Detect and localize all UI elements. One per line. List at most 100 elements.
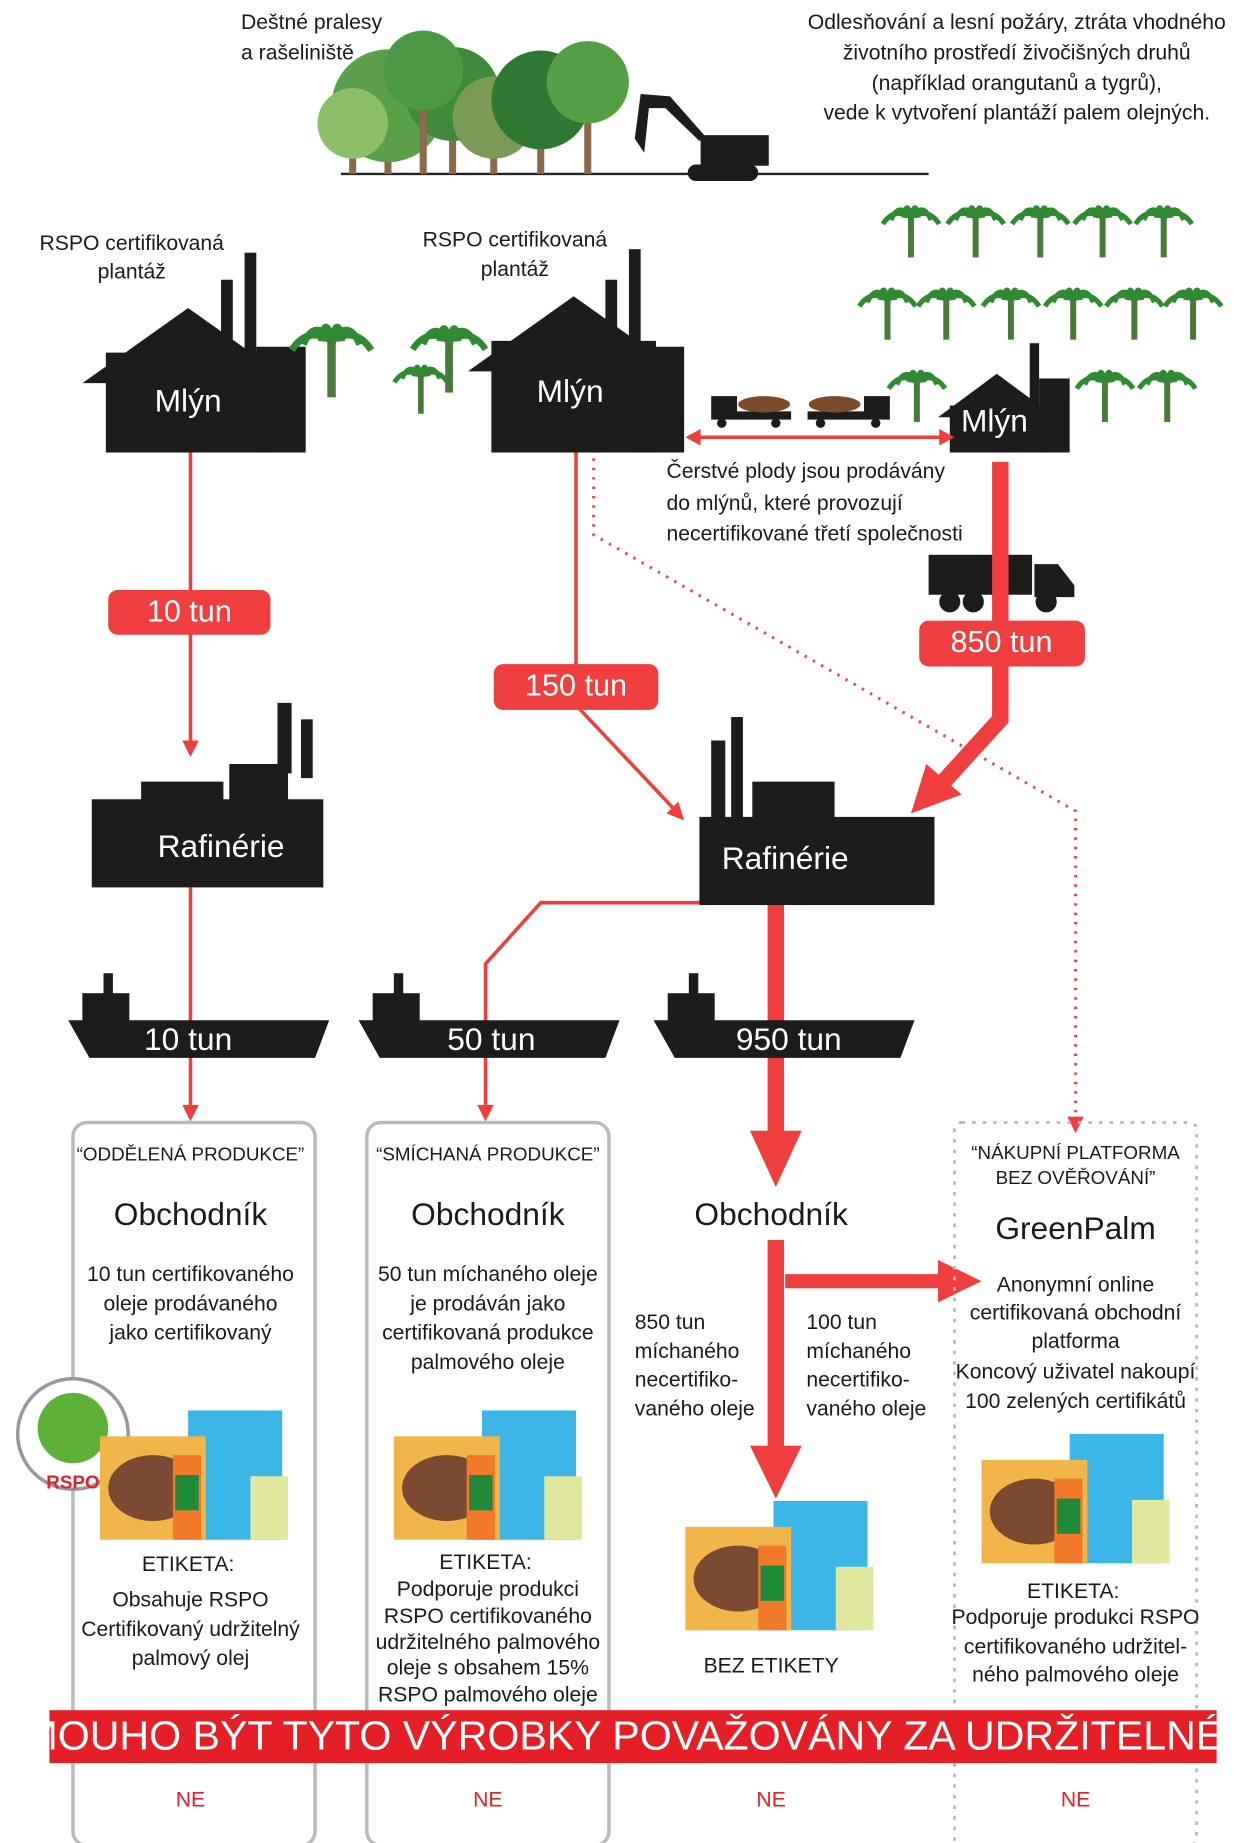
caption: (například orangutanů a tygrů),	[872, 72, 1162, 95]
palm-trunk	[1131, 299, 1138, 340]
column-description: jako certifikovaný	[108, 1322, 272, 1345]
palm-leaf	[909, 210, 942, 226]
label-text: udržitelného palmového	[376, 1631, 600, 1654]
label-heading: ETIKETA:	[1027, 1580, 1119, 1603]
texts: Deštné pralesy a rašeliniště Odlesňování…	[23, 11, 1239, 1758]
flow-note: míchaného	[806, 1340, 911, 1363]
caption: RSPO certifikovaná	[39, 232, 224, 255]
mill-name: Mlýn	[155, 383, 222, 419]
flow-note: vaného oleje	[635, 1397, 755, 1420]
column-tag: “ODDĚLENÁ PRODUKCE”	[77, 1143, 305, 1164]
refinery-name: Rafinérie	[722, 840, 849, 876]
palm-leaf	[1101, 210, 1133, 226]
flow-note: vaného oleje	[806, 1397, 926, 1420]
palm-trunk	[1190, 299, 1197, 340]
tree	[546, 41, 629, 124]
palm-leaf	[419, 369, 450, 384]
palm-leaf	[1191, 293, 1224, 308]
column-description: certifikovaná produkce	[382, 1322, 594, 1345]
palm-trunk	[327, 340, 336, 398]
palm-trunk	[1099, 217, 1106, 258]
palm-trunk	[913, 381, 920, 422]
palm-trunk	[445, 340, 453, 393]
caption: do mlýnů, které provozují	[667, 492, 903, 515]
refinery-building	[91, 702, 935, 906]
answer: NE	[176, 1788, 205, 1811]
flow-note: necertifiko-	[806, 1369, 909, 1392]
column-description: 50 tun míchaného oleje	[378, 1263, 598, 1286]
label-text: RSPO certifikovaného	[384, 1605, 592, 1628]
tree-trunk	[537, 125, 545, 174]
flow-note: 100 tun	[806, 1311, 877, 1334]
label-text: certifikovaného udržitel-	[964, 1635, 1187, 1658]
columns: “ODDĚLENÁ PRODUKCE” Obchodník 10 tun certi…	[77, 1142, 1200, 1811]
excavator	[634, 94, 769, 182]
flow-amount: 850 tun	[951, 625, 1053, 659]
caption: plantáž	[481, 258, 549, 281]
flow-amount: 150 tun	[525, 669, 627, 703]
palm-leaf	[329, 331, 375, 353]
ship-amount: 50 tun	[447, 1021, 535, 1057]
column-tag: BEZ OVĚŘOVÁNÍ”	[996, 1167, 1156, 1188]
caption: Deštné pralesy	[241, 11, 382, 34]
label-heading: ETIKETA:	[142, 1553, 234, 1576]
column-title: Obchodník	[411, 1196, 565, 1232]
label-text: palmový olej	[132, 1647, 250, 1670]
column-description: certifikovaná obchodní	[970, 1302, 1182, 1325]
flow-arrows	[108, 429, 1085, 1499]
palm-leaf	[1162, 210, 1194, 226]
palm-leaf	[1132, 293, 1165, 308]
caption: a rašeliniště	[241, 42, 354, 65]
column-description: Anonymní online	[997, 1273, 1154, 1296]
palm-trunk	[972, 217, 979, 258]
palm-leaf	[1103, 375, 1136, 391]
ship-amount: 10 tun	[144, 1021, 232, 1057]
column-description: je prodáván jako	[409, 1292, 565, 1315]
column-description: 100 zelených certifikátů	[965, 1390, 1186, 1413]
logo-text: RSPO	[46, 1471, 99, 1492]
column-title: Obchodník	[114, 1196, 268, 1232]
palm-trunk	[884, 299, 891, 340]
product-bottle-label	[760, 1565, 785, 1601]
product-jar	[250, 1476, 289, 1540]
flow-note: 850 tun	[635, 1311, 706, 1334]
column-description: 10 tun certifikovaného	[87, 1263, 294, 1286]
tree-trunk	[584, 99, 592, 174]
artwork	[15, 30, 1224, 1843]
answer: NE	[756, 1788, 785, 1811]
rspo-logo-leaves	[37, 1392, 109, 1464]
column-title: GreenPalm	[995, 1210, 1155, 1246]
caption: RSPO certifikovaná	[423, 229, 608, 252]
product-bottle-label	[175, 1475, 199, 1511]
caption: Odlesňování a lesní požáry, ztráta vhodn…	[808, 11, 1226, 34]
palm-leaf	[915, 375, 948, 391]
palm-leaf	[1038, 210, 1071, 226]
product-bottle-label	[469, 1475, 493, 1511]
ship	[68, 973, 915, 1058]
answer: NE	[1061, 1788, 1090, 1811]
column-description: Koncový uživatel nakoupí	[956, 1360, 1196, 1383]
palm-trunk	[1070, 299, 1077, 340]
caption: životního prostředí živočišných druhů	[843, 42, 1191, 65]
palm-leaf	[1009, 293, 1042, 308]
palm-trunk	[907, 217, 914, 258]
label-text: RSPO palmového oleje	[378, 1684, 598, 1707]
refinery-name: Rafinérie	[158, 828, 285, 864]
caption: plantáž	[98, 260, 166, 283]
column-title: Obchodník	[694, 1196, 848, 1232]
product-jar	[835, 1566, 874, 1631]
palm-leaf	[886, 293, 918, 308]
palm-trunk	[418, 376, 424, 414]
label-text: Certifikovaný udržitelný	[81, 1618, 300, 1641]
caption: vede k vytvoření plantáží palem olejných…	[823, 102, 1210, 125]
caption: Čerstvé plody jsou prodávány	[667, 458, 946, 483]
label-text: ného palmového oleje	[972, 1664, 1179, 1687]
palm-trunk	[1037, 217, 1044, 258]
palm-trunk	[1007, 299, 1014, 340]
trucks	[711, 396, 1075, 613]
column-description: palmového oleje	[411, 1351, 565, 1374]
label-heading: ETIKETA:	[439, 1551, 531, 1574]
palm-leaf	[447, 332, 489, 352]
palm-leaf	[1071, 293, 1104, 308]
